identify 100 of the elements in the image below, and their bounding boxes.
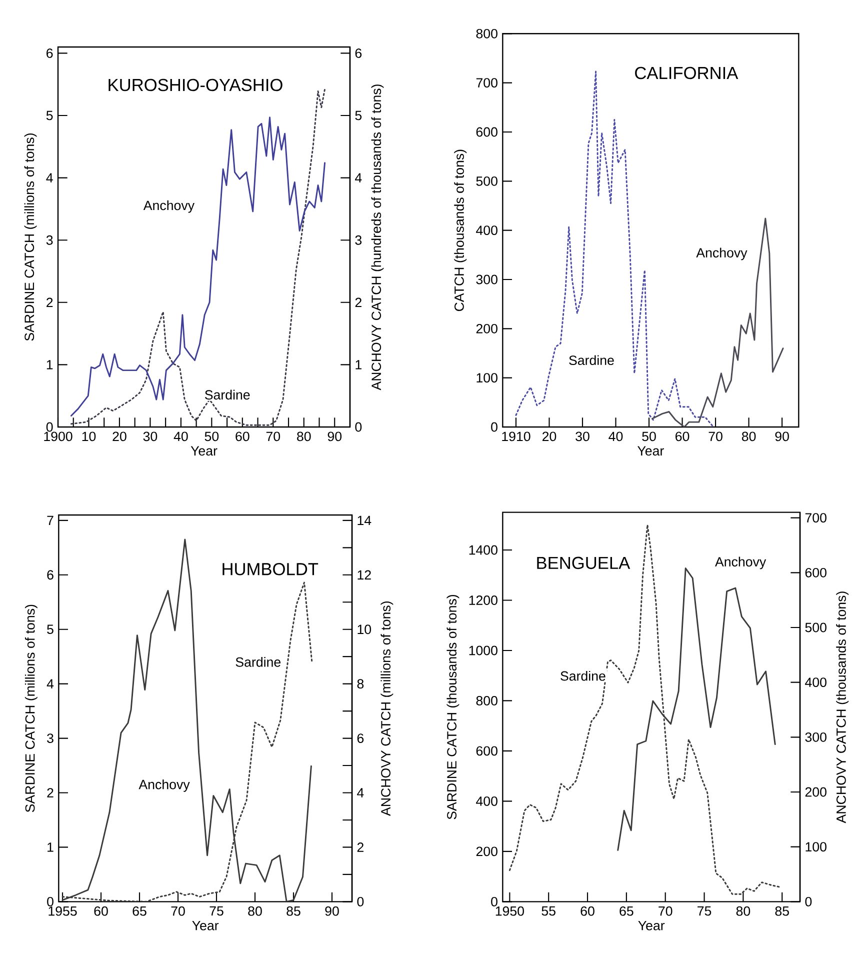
x-axis-title: Year	[638, 446, 664, 456]
y-tick-label: 600	[476, 746, 498, 756]
y-axis-title: SARDINE CATCH (thousands of tons)	[446, 594, 460, 820]
x-tick-label: 70	[171, 906, 185, 916]
line-series	[617, 568, 776, 851]
x-axis-title: Year	[190, 446, 218, 456]
x-tick-label: 80	[736, 906, 750, 916]
y2-tick-label: 6	[357, 734, 364, 743]
x-tick-label: 75	[210, 906, 224, 916]
y-tick-label: 1200	[469, 596, 498, 605]
y-axis-title: SARDINE CATCH (millions of tons)	[24, 604, 38, 812]
y-axis-title: CATCH (thousands of tons)	[454, 150, 467, 312]
y-tick-label: 600	[476, 127, 498, 137]
x-tick-label: 80	[248, 906, 262, 916]
y-tick-label: 500	[476, 176, 498, 186]
y2-tick-label: 300	[805, 732, 826, 742]
y2-tick-label: 2	[355, 298, 362, 308]
x-tick-label: 70	[708, 432, 722, 442]
x-tick-label: 1950	[496, 906, 524, 916]
x-tick-label: 1900	[44, 432, 72, 442]
y-tick-label: 200	[476, 846, 498, 856]
y-tick-label: 5	[46, 110, 53, 120]
y2-axis-title: ANCHOVY CATCH (thousands of tons)	[836, 592, 849, 824]
x-tick-label: 90	[328, 432, 342, 442]
x-tick-label: 65	[620, 906, 634, 916]
y-tick-label: 7	[47, 516, 54, 526]
series-label: Anchovy	[715, 556, 766, 570]
x-tick-label: 90	[325, 906, 339, 916]
y-tick-label: 400	[476, 796, 498, 806]
x-tick-label: 65	[132, 906, 146, 916]
y-tick-label: 400	[476, 226, 498, 236]
y2-tick-label: 6	[355, 48, 362, 58]
y-tick-label: 0	[491, 896, 498, 906]
y-tick-label: 100	[476, 373, 498, 383]
x-tick-label: 70	[658, 906, 672, 916]
x-tick-label: 20	[542, 432, 556, 442]
x-tick-label: 50	[642, 432, 656, 442]
x-tick-label: 60	[676, 432, 690, 442]
y2-tick-label: 14	[358, 516, 372, 526]
x-tick-label: 1955	[48, 906, 77, 916]
text: KUROSHIO-OYASHIO	[108, 78, 282, 92]
series-label: Anchovy	[143, 200, 194, 213]
y2-tick-label: 0	[355, 422, 362, 432]
series-label: Sardine	[236, 657, 281, 667]
x-tick-label: 30	[576, 432, 590, 442]
x-tick-label: 80	[297, 432, 311, 442]
y-tick-label: 6	[47, 570, 54, 580]
x-tick-label: 60	[580, 906, 594, 916]
y-tick-label: 700	[476, 78, 498, 88]
series-label: Anchovy	[138, 779, 190, 792]
y-tick-label: 4	[46, 173, 53, 182]
y-tick-label: 1400	[469, 545, 498, 555]
y-tick-label: 300	[476, 274, 498, 284]
y2-tick-label: 700	[805, 513, 826, 523]
text: BENGUELA	[537, 556, 630, 570]
line-series	[508, 524, 780, 895]
line-series	[652, 218, 784, 427]
x-axis-title: Year	[638, 920, 665, 930]
x-tick-label: 80	[742, 432, 756, 442]
x-tick-label: 75	[698, 906, 712, 916]
text: HUMBOLDT	[222, 562, 318, 576]
y-tick-label: 200	[476, 324, 498, 334]
y2-tick-label: 2	[357, 842, 364, 852]
x-tick-label: 90	[775, 432, 789, 442]
y-tick-label: 800	[476, 28, 498, 38]
y-tick-label: 0	[46, 422, 53, 432]
series-label: Sardine	[560, 670, 606, 681]
x-tick-label: 10	[82, 432, 96, 442]
y2-tick-label: 5	[355, 110, 362, 120]
y-tick-label: 0	[47, 896, 54, 906]
y-tick-label: 3	[47, 734, 54, 743]
y2-tick-label: 1	[356, 360, 362, 370]
y2-tick-label: 500	[805, 622, 826, 632]
y-tick-label: 2	[47, 788, 54, 798]
y-tick-label: 3	[46, 235, 53, 245]
series-label: Anchovy	[696, 248, 748, 260]
y2-tick-label: 3	[355, 235, 362, 245]
x-tick-label: 40	[174, 432, 188, 442]
y-tick-label: 6	[46, 48, 53, 58]
text: CALIFORNIA	[635, 66, 738, 80]
y-axis-title: SARDINE CATCH (millions of tons)	[24, 134, 37, 341]
y2-tick-label: 4	[355, 173, 362, 182]
x-axis-title: Year	[192, 920, 219, 930]
y2-tick-label: 600	[805, 568, 826, 578]
y-tick-label: 1	[48, 842, 54, 852]
x-tick-label: 30	[143, 432, 158, 442]
y-tick-label: 800	[476, 696, 498, 706]
x-tick-label: 20	[112, 432, 126, 442]
x-tick-label: 70	[266, 432, 280, 442]
x-tick-label: 60	[236, 432, 250, 442]
y2-axis-title: ANCHOVY CATCH (hundreds of thousands of tons)	[371, 84, 384, 390]
series-label: Sardine	[204, 390, 250, 400]
series-label: Sardine	[569, 355, 614, 366]
y-tick-label: 4	[46, 679, 54, 688]
x-tick-label: 55	[542, 906, 556, 916]
y2-tick-label: 10	[358, 624, 372, 634]
y-tick-label: 5	[47, 624, 54, 634]
y2-tick-label: 400	[805, 678, 826, 688]
y-tick-label: 1	[46, 360, 53, 370]
y2-tick-label: 0	[805, 896, 812, 906]
